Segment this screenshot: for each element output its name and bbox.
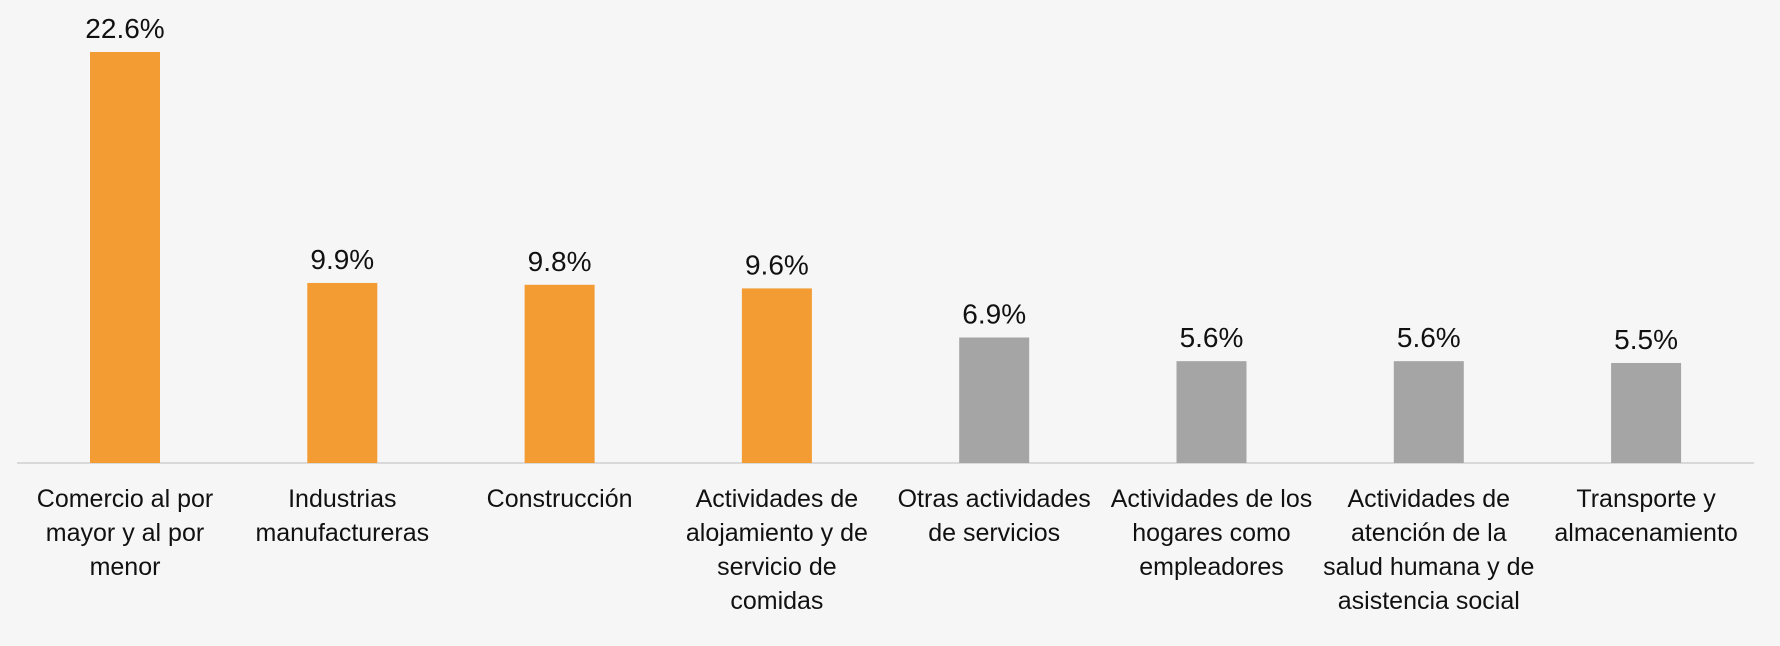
x-tick-label: Construcción <box>486 485 633 513</box>
bar <box>524 284 595 463</box>
x-tick-label: Otras actividades de servicios <box>897 485 1091 547</box>
value-label: 6.9% <box>962 299 1026 330</box>
value-label: 9.8% <box>528 246 592 277</box>
value-label: 9.9% <box>310 244 374 275</box>
bar <box>1176 361 1247 463</box>
bar <box>1611 362 1682 463</box>
bar <box>741 288 812 463</box>
value-label: 5.5% <box>1614 324 1678 355</box>
x-tick-label: Industrias manufactureras <box>255 485 430 547</box>
bar <box>307 282 378 463</box>
x-tick-label: Transporte y almacenamiento <box>1554 485 1738 547</box>
bar <box>959 337 1030 463</box>
value-label: 22.6% <box>85 13 164 44</box>
x-tick-label: Actividades de los hogares como empleado… <box>1110 485 1313 581</box>
value-label: 9.6% <box>745 249 809 280</box>
bar <box>1393 361 1464 463</box>
x-tick-label: Comercio al por mayor y al por menor <box>36 485 214 581</box>
bar <box>90 52 160 463</box>
value-label: 5.6% <box>1397 322 1461 353</box>
value-label: 5.6% <box>1180 322 1244 353</box>
x-tick-label: Actividades de alojamiento y de servicio… <box>685 485 868 615</box>
x-tick-label: Actividades de atención de la salud huma… <box>1323 485 1535 615</box>
